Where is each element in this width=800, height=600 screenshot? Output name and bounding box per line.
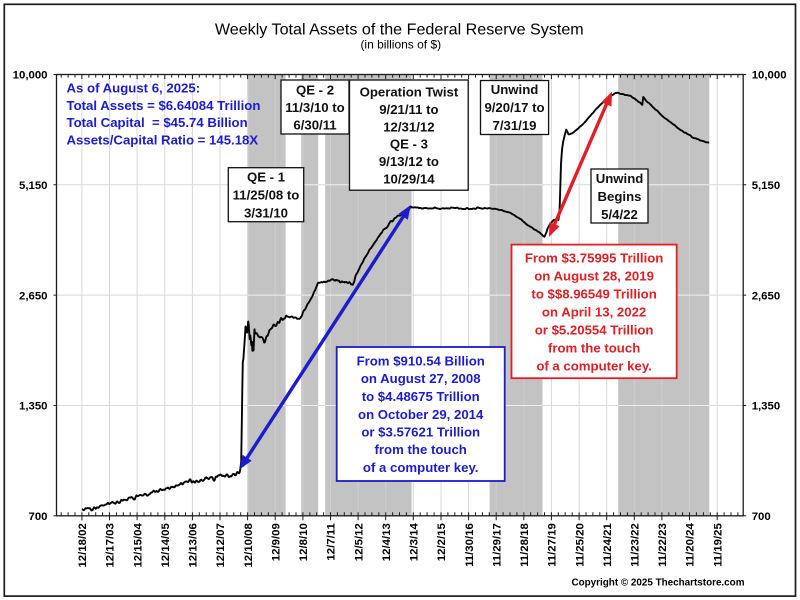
svg-text:5/4/22: 5/4/22: [601, 207, 638, 222]
svg-text:Operation Twist: Operation Twist: [360, 85, 459, 100]
svg-text:on August 28, 2019: on August 28, 2019: [534, 268, 654, 283]
svg-text:on October 29, 2014: on October 29, 2014: [358, 407, 484, 422]
svg-text:QE - 1: QE - 1: [247, 170, 285, 185]
svg-text:on August 27, 2008: on August 27, 2008: [361, 371, 481, 386]
svg-text:Assets/Capital Ratio = 145.18X: Assets/Capital Ratio = 145.18X: [67, 133, 259, 148]
svg-text:Weekly Total Assets of the Fed: Weekly Total Assets of the Federal Reser…: [215, 21, 584, 39]
svg-text:of a computer key.: of a computer key.: [536, 358, 652, 373]
svg-text:11/29/17: 11/29/17: [491, 523, 503, 567]
svg-text:6/30/11: 6/30/11: [293, 118, 336, 133]
svg-text:11/23/22: 11/23/22: [630, 523, 642, 567]
svg-text:10/29/14: 10/29/14: [383, 171, 435, 186]
svg-text:11/25/20: 11/25/20: [574, 523, 586, 567]
svg-text:11/22/23: 11/22/23: [657, 523, 669, 567]
svg-text:9/13/12 to: 9/13/12 to: [379, 154, 439, 169]
svg-text:11/19/25: 11/19/25: [712, 523, 724, 567]
svg-text:11/24/21: 11/24/21: [602, 523, 614, 567]
svg-text:10,000: 10,000: [752, 70, 787, 82]
svg-text:10,000: 10,000: [13, 70, 48, 82]
svg-text:2,650: 2,650: [19, 290, 48, 302]
svg-text:12/4/13: 12/4/13: [381, 523, 393, 561]
svg-text:2,650: 2,650: [752, 290, 781, 302]
svg-text:Total Capital = $45.74 Billio: Total Capital = $45.74 Billion: [67, 115, 248, 130]
svg-text:or $3.57621 Trillion: or $3.57621 Trillion: [361, 425, 480, 440]
svg-text:9/20/17 to: 9/20/17 to: [484, 100, 544, 115]
svg-text:QE - 2: QE - 2: [296, 83, 334, 98]
svg-text:on April 13, 2022: on April 13, 2022: [542, 304, 646, 319]
svg-text:700: 700: [752, 511, 771, 523]
svg-text:7/31/19: 7/31/19: [493, 118, 537, 133]
svg-text:11/28/18: 11/28/18: [519, 523, 531, 567]
svg-text:Begins: Begins: [598, 189, 642, 204]
svg-text:12/8/10: 12/8/10: [298, 523, 310, 561]
svg-text:From $3.75995 Trillion: From $3.75995 Trillion: [525, 250, 664, 265]
svg-text:or $5.20554 Trillion: or $5.20554 Trillion: [535, 322, 654, 337]
svg-text:12/5/12: 12/5/12: [353, 523, 365, 561]
svg-text:12/12/07: 12/12/07: [215, 523, 227, 567]
svg-text:QE - 3: QE - 3: [390, 137, 428, 152]
svg-text:Total Assets = $6.64084 Trilli: Total Assets = $6.64084 Trillion: [67, 98, 261, 113]
svg-text:from the touch: from the touch: [548, 340, 640, 355]
svg-text:5,150: 5,150: [752, 180, 781, 192]
svg-text:from the touch: from the touch: [375, 442, 467, 457]
svg-text:As of August 6, 2025:: As of August 6, 2025:: [67, 81, 201, 96]
svg-text:12/13/06: 12/13/06: [188, 523, 200, 567]
svg-text:3/31/10: 3/31/10: [244, 206, 288, 221]
svg-text:12/15/04: 12/15/04: [132, 523, 144, 568]
svg-text:12/14/05: 12/14/05: [160, 523, 172, 568]
svg-text:5,150: 5,150: [19, 180, 48, 192]
svg-text:11/20/24: 11/20/24: [685, 523, 697, 567]
svg-text:12/18/02: 12/18/02: [77, 523, 89, 567]
svg-text:Copyright © 2025 Thechartstore: Copyright © 2025 Thechartstore.com: [571, 577, 744, 588]
svg-text:12/7/11: 12/7/11: [326, 523, 338, 561]
svg-text:12/3/14: 12/3/14: [409, 523, 421, 562]
svg-text:12/2/15: 12/2/15: [436, 523, 448, 562]
svg-text:(in billions of $): (in billions of $): [360, 37, 441, 51]
svg-text:11/27/19: 11/27/19: [547, 523, 559, 567]
svg-text:to $4.48675 Trillion: to $4.48675 Trillion: [362, 389, 480, 404]
svg-text:From $910.54 Billion: From $910.54 Billion: [357, 354, 485, 369]
svg-text:11/3/10 to: 11/3/10 to: [285, 100, 344, 115]
svg-text:1,350: 1,350: [752, 401, 781, 413]
svg-text:700: 700: [28, 511, 47, 523]
svg-text:12/9/09: 12/9/09: [270, 523, 282, 561]
svg-text:Unwind: Unwind: [491, 82, 539, 97]
svg-text:Unwind: Unwind: [596, 171, 644, 186]
svg-text:12/10/08: 12/10/08: [243, 523, 255, 567]
svg-text:9/21/11 to: 9/21/11 to: [379, 102, 438, 117]
svg-text:of a computer key.: of a computer key.: [363, 460, 479, 475]
svg-text:12/17/03: 12/17/03: [105, 523, 117, 567]
svg-text:11/25/08 to: 11/25/08 to: [233, 188, 300, 203]
svg-text:1,350: 1,350: [19, 401, 48, 413]
svg-text:12/31/12: 12/31/12: [383, 119, 434, 134]
svg-text:11/30/16: 11/30/16: [464, 523, 476, 567]
svg-text:to $$8.96549 Trillion: to $$8.96549 Trillion: [531, 286, 656, 301]
